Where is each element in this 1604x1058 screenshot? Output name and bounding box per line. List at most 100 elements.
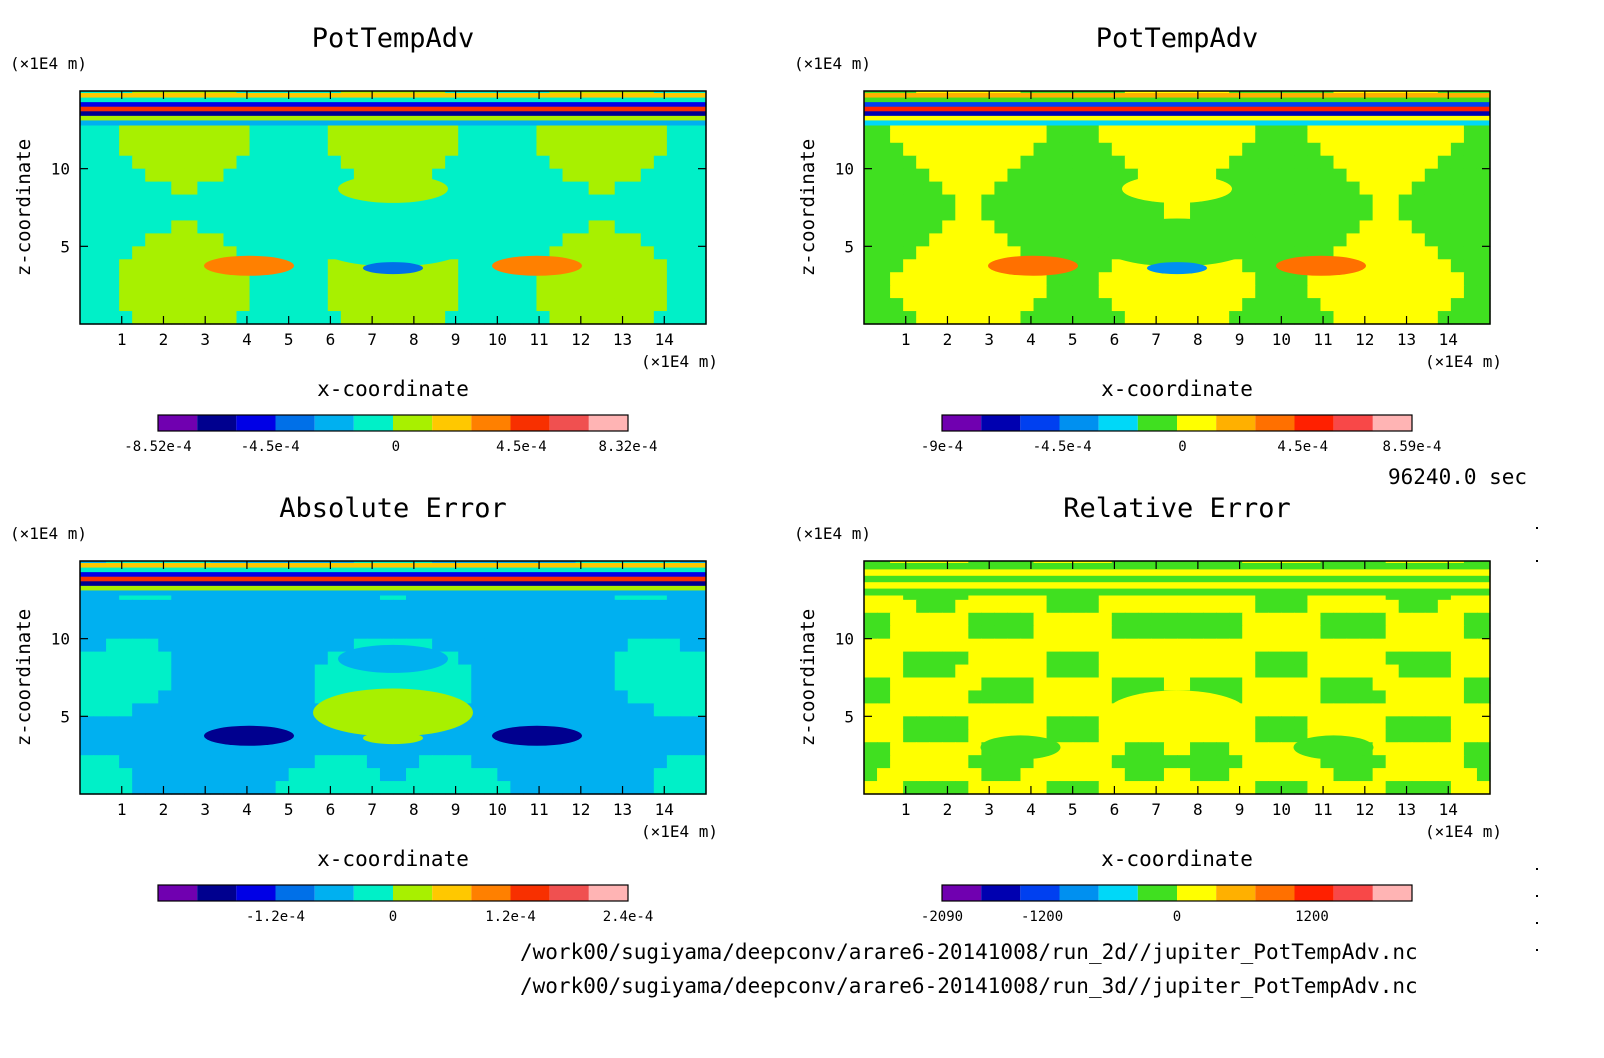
heatmap-cell [145, 259, 159, 273]
heatmap-cell [210, 599, 225, 614]
heatmap-cell [968, 638, 982, 653]
heatmap-cell [575, 742, 590, 756]
heatmap-cell [890, 142, 904, 157]
heatmap-cell [523, 690, 538, 704]
heatmap-cell [445, 781, 459, 795]
heatmap-cell [366, 677, 381, 692]
heatmap-cell [955, 729, 969, 743]
heatmap-cell [1111, 285, 1126, 299]
heatmap-cell [1085, 233, 1100, 247]
heatmap-cell [903, 285, 917, 299]
heatmap-cell [1424, 233, 1439, 247]
x-tick-label: 2 [943, 800, 953, 819]
heatmap-cell [1463, 664, 1478, 679]
heatmap-cell [1242, 781, 1256, 795]
heatmap-cell [1424, 599, 1439, 614]
heatmap-cell [903, 233, 917, 247]
colorbar-segment [1372, 415, 1412, 431]
heatmap-cell [249, 220, 264, 234]
heatmap-cell [601, 272, 616, 286]
heatmap-cell [1046, 285, 1061, 299]
heatmap-cell [353, 285, 368, 299]
heatmap-cell [445, 664, 459, 679]
heatmap-cell [916, 168, 930, 183]
heatmap-cell [1450, 207, 1465, 222]
heatmap-cell [666, 612, 681, 627]
heatmap-cell [1476, 664, 1491, 679]
heatmap-cell [197, 194, 212, 209]
heatmap-cell [1359, 220, 1374, 234]
heatmap-cell [1007, 677, 1022, 692]
heatmap-cell [916, 246, 930, 260]
colorbar-tick-label: -9e-4 [921, 439, 963, 455]
heatmap-cell [301, 311, 316, 325]
heatmap-cell [601, 246, 616, 260]
heatmap-cell [106, 181, 120, 196]
heatmap-cell [1255, 168, 1269, 183]
heatmap-cell [406, 781, 420, 795]
heatmap-cell [562, 220, 577, 234]
heatmap-cell [1124, 612, 1139, 627]
heatmap-cell [1476, 625, 1491, 640]
heatmap-cell [1450, 677, 1465, 692]
heatmap-cell [288, 599, 303, 614]
heatmap-feature [1122, 644, 1232, 673]
heatmap-cell [288, 207, 303, 222]
heatmap-cell [1463, 612, 1478, 627]
heatmap-cell [340, 155, 355, 170]
heatmap-cell [314, 272, 329, 286]
heatmap-cell [171, 716, 185, 730]
heatmap-cell [640, 599, 655, 614]
heatmap-cell [184, 664, 198, 679]
heatmap-cell [236, 194, 251, 209]
heatmap-cell [640, 625, 655, 640]
heatmap-cell [1372, 651, 1387, 666]
heatmap-cell [1320, 194, 1335, 209]
heatmap-cell [1385, 285, 1400, 299]
heatmap-cell [1411, 599, 1426, 614]
heatmap-cell [132, 298, 146, 312]
heatmap-cell [1020, 285, 1035, 299]
heatmap-band [864, 102, 1490, 108]
heatmap-cell [877, 233, 891, 247]
heatmap-cell [80, 142, 94, 157]
heatmap-cell [340, 677, 355, 692]
heatmap-cell [379, 311, 394, 325]
heatmap-cell [666, 298, 681, 312]
heatmap-cell [1059, 768, 1074, 782]
heatmap-cell [523, 638, 538, 653]
heatmap-cell [1059, 298, 1074, 312]
heatmap-cell [1411, 272, 1426, 286]
heatmap-cell [236, 298, 251, 312]
heatmap-cell [692, 194, 707, 209]
x-unit-label: (×1E4 m) [1425, 822, 1502, 841]
heatmap-cell [929, 207, 943, 222]
heatmap-cell [1098, 612, 1113, 627]
heatmap-cell [1372, 272, 1387, 286]
heatmap-cell [406, 311, 420, 325]
heatmap-cell [679, 285, 694, 299]
heatmap-cell [1190, 207, 1204, 222]
heatmap-cell [458, 664, 472, 679]
heatmap-cell [93, 272, 107, 286]
heatmap-cell [275, 129, 290, 144]
y-tick-label: 10 [51, 160, 70, 179]
heatmap-cell [877, 690, 891, 704]
heatmap-cell [236, 168, 251, 183]
colorbar-segment [471, 885, 511, 901]
heatmap-cell [679, 612, 694, 627]
heatmap-cell [1255, 233, 1269, 247]
heatmap-cell [80, 638, 94, 653]
heatmap-cell [288, 142, 303, 157]
margin-dot [1536, 527, 1538, 529]
heatmap-cell [458, 142, 472, 157]
heatmap-cell [471, 259, 485, 273]
heatmap-cell [1059, 155, 1074, 170]
heatmap-cell [366, 311, 381, 325]
heatmap-cell [1333, 311, 1348, 325]
heatmap-cell [1294, 311, 1309, 325]
heatmap-cell [223, 194, 238, 209]
heatmap-cell [666, 729, 681, 743]
heatmap-cell [1059, 142, 1074, 157]
margin-dot [1536, 560, 1538, 562]
